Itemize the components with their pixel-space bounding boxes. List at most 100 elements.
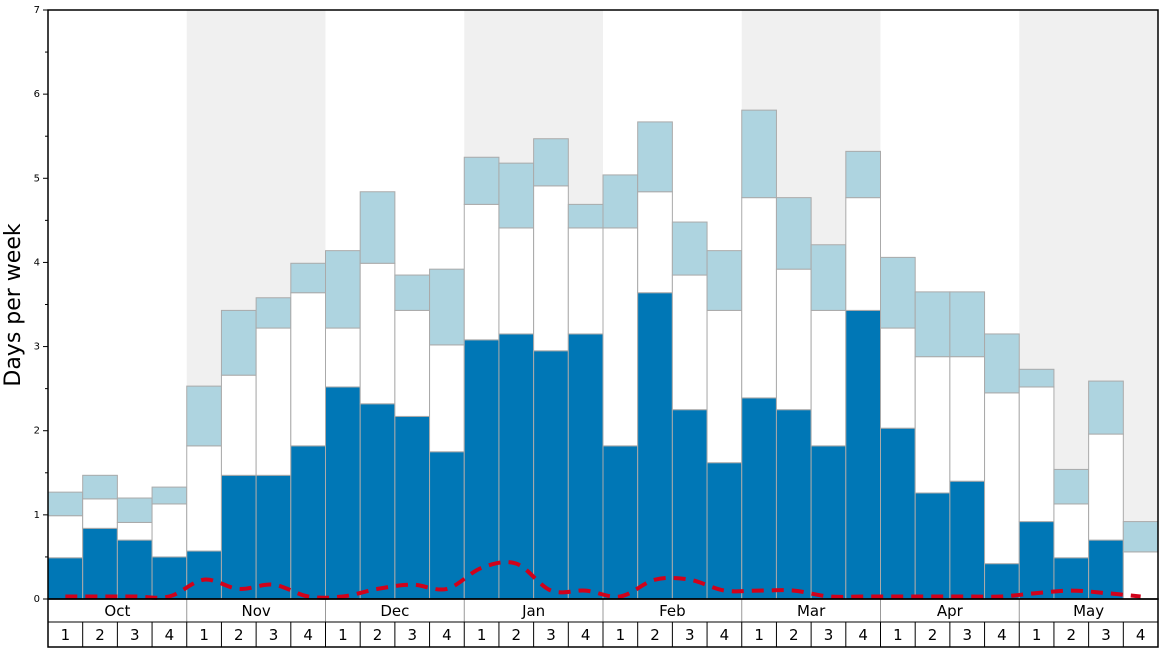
- x-tick-label: 2: [512, 626, 522, 644]
- month-label: May: [1073, 602, 1104, 620]
- bar-segment: [1088, 539, 1124, 600]
- x-tick-label: 1: [893, 626, 903, 644]
- bar-segment: [359, 191, 396, 264]
- y-tick-label: 3: [34, 342, 40, 353]
- bar-segment: [325, 386, 361, 600]
- bar-segment: [290, 292, 326, 447]
- bar-segment: [463, 339, 500, 600]
- x-tick-label: 3: [269, 626, 279, 644]
- y-tick-label: 4: [34, 257, 40, 268]
- bar-segment: [533, 350, 569, 600]
- bar-segment: [186, 385, 222, 447]
- month-label: Nov: [241, 602, 270, 620]
- bar-segment: [47, 515, 84, 559]
- bar-segment: [567, 333, 604, 600]
- y-tick-label: 0: [34, 594, 40, 605]
- bar-segment: [880, 327, 916, 429]
- bar-segment: [810, 244, 847, 311]
- bar-segment: [602, 174, 639, 229]
- bar-segment: [845, 309, 881, 600]
- bar-segment: [706, 309, 743, 464]
- month-label: Apr: [937, 602, 964, 620]
- bar-segment: [567, 227, 604, 335]
- y-tick-label: 1: [34, 510, 40, 521]
- bar-segment: [290, 262, 326, 294]
- bar-segment: [949, 480, 986, 600]
- bar-segment: [775, 197, 812, 270]
- bar-segment: [845, 150, 881, 199]
- bar-segment: [1018, 521, 1055, 600]
- bar-segment: [394, 274, 431, 311]
- x-tick-label: 3: [130, 626, 140, 644]
- x-tick-label: 1: [61, 626, 71, 644]
- x-tick-label: 1: [477, 626, 487, 644]
- bar-segment: [1122, 551, 1159, 600]
- x-tick-label: 3: [546, 626, 556, 644]
- bar-segment: [498, 162, 535, 229]
- y-tick-label: 7: [34, 5, 40, 16]
- x-tick-label: 4: [858, 626, 868, 644]
- bar-segment: [1053, 468, 1090, 505]
- bar-segment: [1018, 386, 1055, 523]
- bar-segment: [498, 227, 535, 335]
- bar-segment: [775, 409, 812, 600]
- bar-segment: [533, 138, 569, 187]
- x-tick-label: 3: [962, 626, 972, 644]
- bar-segment: [741, 197, 777, 399]
- bar-segment: [463, 203, 500, 341]
- bar-segment: [914, 492, 951, 600]
- bar-segment: [845, 197, 881, 311]
- bar-segment: [602, 445, 639, 600]
- bar-segment: [463, 156, 500, 205]
- y-tick-label: 5: [34, 173, 40, 184]
- bar-segment: [220, 374, 257, 476]
- bar-segment: [498, 333, 535, 600]
- bar-segment: [880, 427, 916, 600]
- bar-segment: [116, 539, 153, 600]
- x-tick-label: 4: [165, 626, 175, 644]
- month-label: Feb: [659, 602, 686, 620]
- bar-segment: [151, 503, 188, 558]
- bar-segment: [1122, 521, 1159, 553]
- x-tick-label: 4: [303, 626, 313, 644]
- x-tick-label: 2: [1067, 626, 1077, 644]
- bar-segment: [637, 292, 673, 600]
- bar-segment: [290, 445, 326, 600]
- trend-line: [65, 560, 1141, 600]
- x-tick-label: 2: [928, 626, 938, 644]
- x-tick-label: 2: [234, 626, 244, 644]
- bar-segment: [429, 344, 465, 453]
- bar-segment: [429, 451, 465, 600]
- bar-segment: [567, 203, 604, 229]
- month-label: Mar: [797, 602, 826, 620]
- axis-rows-frame: [47, 598, 1159, 648]
- x-tick-label: 2: [373, 626, 383, 644]
- bar-segment: [82, 498, 118, 529]
- x-tick-label: 4: [1136, 626, 1146, 644]
- bar-segment: [533, 185, 569, 352]
- bar-segment: [637, 121, 673, 193]
- y-tick-label: 6: [34, 89, 40, 100]
- bar-segment: [82, 474, 118, 500]
- x-tick-label: 2: [650, 626, 660, 644]
- bar-segment: [775, 268, 812, 411]
- x-tick-label: 1: [754, 626, 764, 644]
- x-tick-label: 2: [95, 626, 105, 644]
- x-tick-label: 1: [616, 626, 626, 644]
- bar-segment: [949, 356, 986, 482]
- bar-segment: [914, 291, 951, 358]
- bar-segment: [255, 474, 292, 600]
- bar-segment: [810, 445, 847, 600]
- bar-segment: [151, 486, 188, 505]
- bar-segment: [1053, 503, 1090, 559]
- bar-segment: [741, 109, 777, 199]
- bar-segment: [741, 397, 777, 600]
- x-tick-label: 3: [824, 626, 834, 644]
- bar-segment: [220, 309, 257, 376]
- x-tick-label: 4: [442, 626, 452, 644]
- bar-segment: [602, 227, 639, 447]
- bar-segment: [984, 392, 1020, 565]
- bar-segment: [880, 256, 916, 329]
- bar-segment: [1018, 368, 1055, 388]
- month-label: Oct: [104, 602, 130, 620]
